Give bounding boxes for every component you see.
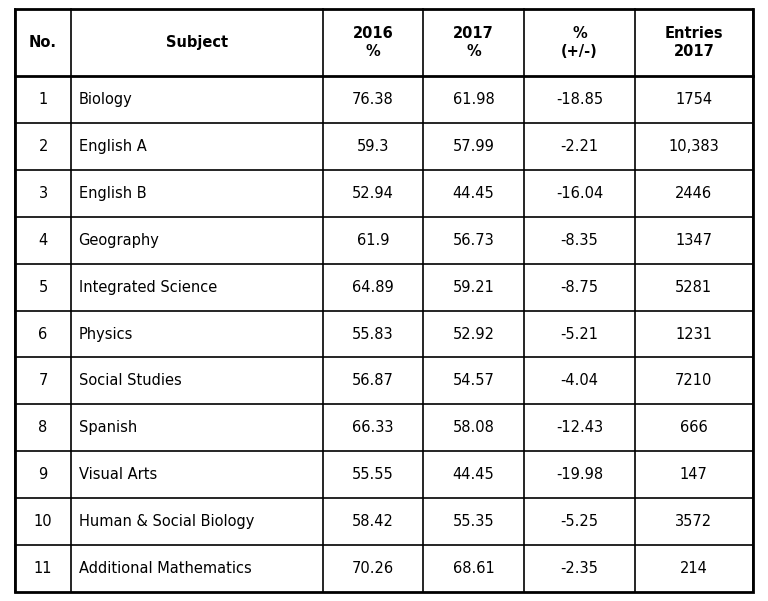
- Text: Subject: Subject: [166, 35, 228, 50]
- Text: 2: 2: [38, 139, 48, 154]
- Text: 66.33: 66.33: [353, 420, 394, 435]
- Text: 1231: 1231: [675, 326, 712, 341]
- Text: 76.38: 76.38: [352, 92, 394, 107]
- Text: Geography: Geography: [78, 233, 160, 248]
- Text: No.: No.: [29, 35, 57, 50]
- Text: Biology: Biology: [78, 92, 132, 107]
- Text: 10: 10: [34, 514, 52, 529]
- Text: 3: 3: [38, 186, 48, 201]
- Text: 3572: 3572: [675, 514, 713, 529]
- Text: 1754: 1754: [675, 92, 713, 107]
- Text: 55.35: 55.35: [453, 514, 495, 529]
- Text: Physics: Physics: [78, 326, 133, 341]
- Text: 44.45: 44.45: [452, 186, 495, 201]
- Text: -5.25: -5.25: [561, 514, 598, 529]
- Text: -4.04: -4.04: [561, 373, 598, 388]
- Text: 55.83: 55.83: [352, 326, 394, 341]
- Text: -16.04: -16.04: [556, 186, 603, 201]
- Text: 666: 666: [680, 420, 707, 435]
- Text: 56.73: 56.73: [452, 233, 495, 248]
- Text: -12.43: -12.43: [556, 420, 603, 435]
- Text: 6: 6: [38, 326, 48, 341]
- Text: -5.21: -5.21: [561, 326, 598, 341]
- Text: -8.75: -8.75: [561, 279, 598, 294]
- Text: -2.21: -2.21: [561, 139, 598, 154]
- Text: Additional Mathematics: Additional Mathematics: [78, 561, 251, 576]
- Text: 9: 9: [38, 467, 48, 482]
- Text: 55.55: 55.55: [352, 467, 394, 482]
- Text: 2016
%: 2016 %: [353, 26, 393, 59]
- Text: 58.42: 58.42: [352, 514, 394, 529]
- Text: 10,383: 10,383: [668, 139, 719, 154]
- Text: 44.45: 44.45: [452, 467, 495, 482]
- Text: -18.85: -18.85: [556, 92, 603, 107]
- Text: 52.94: 52.94: [352, 186, 394, 201]
- Text: 2446: 2446: [675, 186, 713, 201]
- Text: Entries
2017: Entries 2017: [664, 26, 723, 59]
- Text: 8: 8: [38, 420, 48, 435]
- Text: 54.57: 54.57: [452, 373, 495, 388]
- Text: 59.21: 59.21: [452, 279, 495, 294]
- Text: 56.87: 56.87: [352, 373, 394, 388]
- Text: 61.9: 61.9: [356, 233, 389, 248]
- Text: Spanish: Spanish: [78, 420, 137, 435]
- Text: 68.61: 68.61: [452, 561, 495, 576]
- Text: Visual Arts: Visual Arts: [78, 467, 157, 482]
- Text: %
(+/-): % (+/-): [561, 26, 598, 59]
- Text: 1347: 1347: [675, 233, 712, 248]
- Text: 52.92: 52.92: [452, 326, 495, 341]
- Text: 214: 214: [680, 561, 707, 576]
- Text: Human & Social Biology: Human & Social Biology: [78, 514, 254, 529]
- Text: 61.98: 61.98: [452, 92, 495, 107]
- Text: 2017
%: 2017 %: [453, 26, 494, 59]
- Text: 11: 11: [34, 561, 52, 576]
- Text: 7210: 7210: [675, 373, 713, 388]
- Text: 5: 5: [38, 279, 48, 294]
- Text: 59.3: 59.3: [356, 139, 389, 154]
- Text: 70.26: 70.26: [352, 561, 394, 576]
- Text: 58.08: 58.08: [452, 420, 495, 435]
- Text: 57.99: 57.99: [452, 139, 495, 154]
- Text: 7: 7: [38, 373, 48, 388]
- Text: 5281: 5281: [675, 279, 713, 294]
- Text: -19.98: -19.98: [556, 467, 603, 482]
- Text: 147: 147: [680, 467, 707, 482]
- Text: 4: 4: [38, 233, 48, 248]
- Text: 1: 1: [38, 92, 48, 107]
- Text: English B: English B: [78, 186, 146, 201]
- Text: English A: English A: [78, 139, 146, 154]
- Text: -8.35: -8.35: [561, 233, 598, 248]
- Text: -2.35: -2.35: [561, 561, 598, 576]
- Text: Social Studies: Social Studies: [78, 373, 181, 388]
- Text: Integrated Science: Integrated Science: [78, 279, 217, 294]
- Text: 64.89: 64.89: [352, 279, 394, 294]
